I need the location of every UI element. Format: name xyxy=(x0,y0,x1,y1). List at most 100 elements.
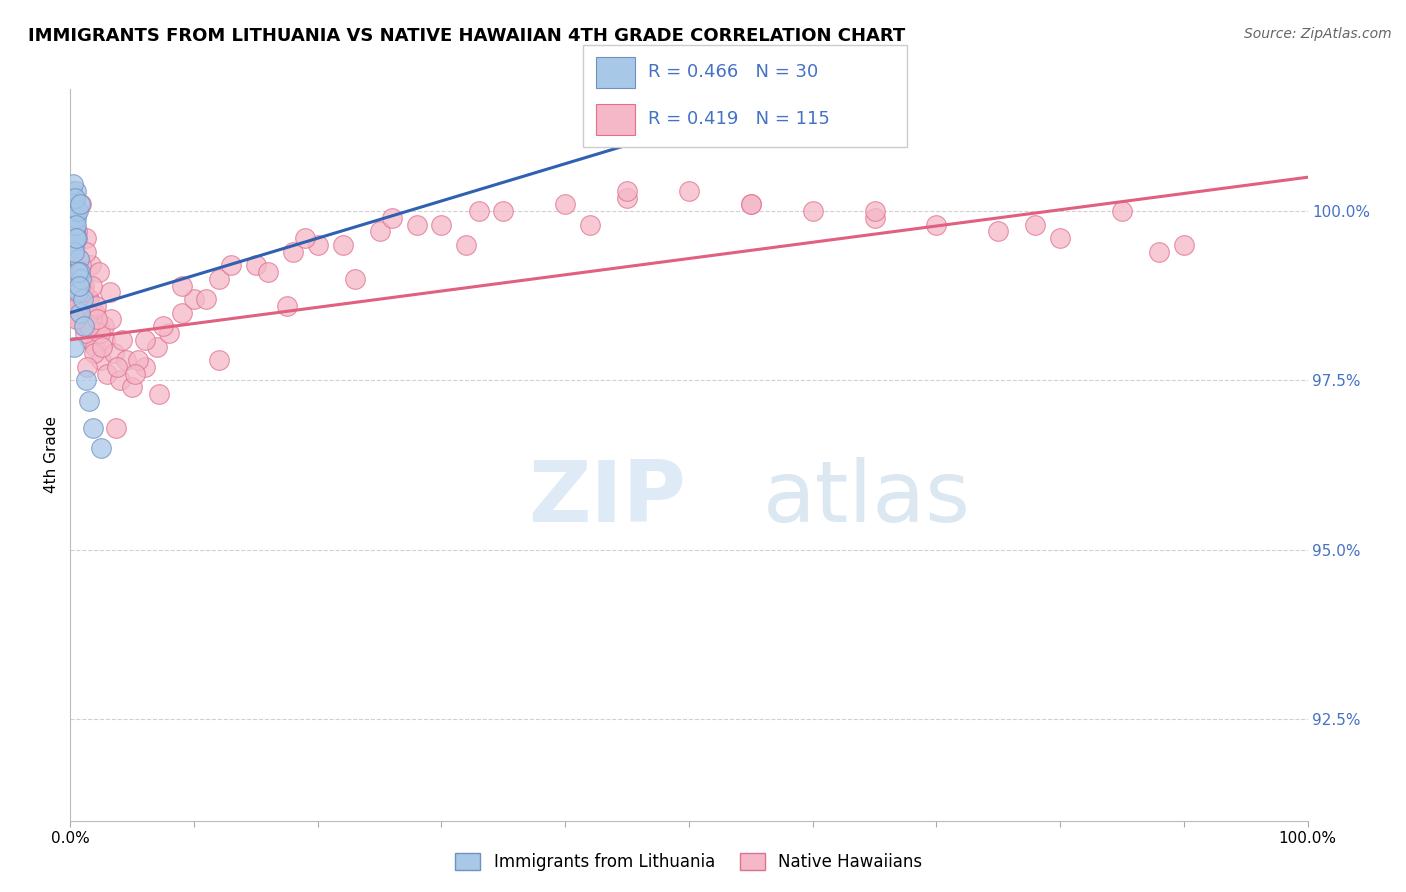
Point xyxy=(65,231,87,245)
Point xyxy=(1147,244,1170,259)
Point xyxy=(616,184,638,198)
Legend: Immigrants from Lithuania, Native Hawaiians: Immigrants from Lithuania, Native Hawaii… xyxy=(449,847,929,878)
Point xyxy=(62,177,84,191)
Point xyxy=(89,326,111,340)
Text: ZIP: ZIP xyxy=(529,458,686,541)
Point xyxy=(70,299,93,313)
Point xyxy=(105,359,128,374)
Point xyxy=(67,299,90,313)
Point xyxy=(63,218,86,232)
Point xyxy=(430,218,453,232)
Point xyxy=(65,292,87,306)
Point xyxy=(343,272,366,286)
Point xyxy=(368,224,391,238)
Point xyxy=(678,184,700,198)
Point xyxy=(195,292,218,306)
Point xyxy=(62,204,84,219)
Point xyxy=(1024,218,1046,232)
Point xyxy=(146,340,169,354)
Point xyxy=(96,367,118,381)
Point xyxy=(62,258,84,272)
Point xyxy=(75,231,97,245)
Point xyxy=(90,353,112,368)
Point xyxy=(65,218,87,232)
Point xyxy=(62,211,84,225)
Point xyxy=(105,421,128,435)
Point xyxy=(84,299,107,313)
Point xyxy=(208,272,231,286)
Point xyxy=(134,333,156,347)
Text: atlas: atlas xyxy=(763,458,972,541)
Point xyxy=(63,306,86,320)
Point xyxy=(79,333,101,347)
Point xyxy=(76,292,98,306)
Bar xyxy=(596,104,636,135)
FancyBboxPatch shape xyxy=(583,45,907,147)
Point xyxy=(69,306,91,320)
Point xyxy=(93,319,115,334)
Point xyxy=(467,204,489,219)
Point xyxy=(65,204,87,219)
Point xyxy=(67,252,90,266)
Point xyxy=(294,231,316,245)
Point xyxy=(148,387,170,401)
Point xyxy=(70,272,93,286)
Point xyxy=(183,292,205,306)
Text: R = 0.419   N = 115: R = 0.419 N = 115 xyxy=(648,111,830,128)
Point xyxy=(863,204,886,219)
Text: IMMIGRANTS FROM LITHUANIA VS NATIVE HAWAIIAN 4TH GRADE CORRELATION CHART: IMMIGRANTS FROM LITHUANIA VS NATIVE HAWA… xyxy=(28,27,905,45)
Text: Source: ZipAtlas.com: Source: ZipAtlas.com xyxy=(1244,27,1392,41)
Point xyxy=(75,244,97,259)
Point xyxy=(73,319,96,334)
Point xyxy=(121,380,143,394)
Point xyxy=(66,231,89,245)
Point xyxy=(75,326,97,340)
Point xyxy=(127,353,149,368)
Point xyxy=(307,238,329,252)
Point xyxy=(77,393,100,408)
Point xyxy=(72,285,94,300)
Point xyxy=(80,278,103,293)
Point xyxy=(157,326,180,340)
Point xyxy=(86,312,108,326)
Point xyxy=(801,204,824,219)
Point xyxy=(381,211,404,225)
Point xyxy=(208,353,231,368)
Point xyxy=(281,244,304,259)
Point xyxy=(1049,231,1071,245)
Point xyxy=(69,285,91,300)
Point xyxy=(98,285,121,300)
Point xyxy=(69,265,91,279)
Point xyxy=(257,265,280,279)
Point xyxy=(63,340,86,354)
Point xyxy=(69,197,91,211)
Point xyxy=(66,204,89,219)
Point xyxy=(62,218,84,232)
Point xyxy=(111,333,134,347)
Point xyxy=(219,258,242,272)
Point xyxy=(66,272,89,286)
Point xyxy=(69,278,91,293)
Point xyxy=(276,299,298,313)
Point xyxy=(65,312,87,326)
Point xyxy=(108,373,131,387)
Point xyxy=(65,272,87,286)
Point xyxy=(66,265,89,279)
Point xyxy=(60,285,83,300)
Point xyxy=(245,258,267,272)
Point xyxy=(115,353,138,368)
Point xyxy=(616,190,638,204)
Point xyxy=(740,197,762,211)
Point xyxy=(73,278,96,293)
Point xyxy=(63,244,86,259)
Bar xyxy=(596,57,636,87)
Point xyxy=(67,285,90,300)
Point xyxy=(1173,238,1195,252)
Point xyxy=(79,319,101,334)
Point xyxy=(63,197,86,211)
Point xyxy=(65,224,87,238)
Point xyxy=(70,197,93,211)
Point xyxy=(66,252,89,266)
Point xyxy=(170,306,193,320)
Point xyxy=(67,278,90,293)
